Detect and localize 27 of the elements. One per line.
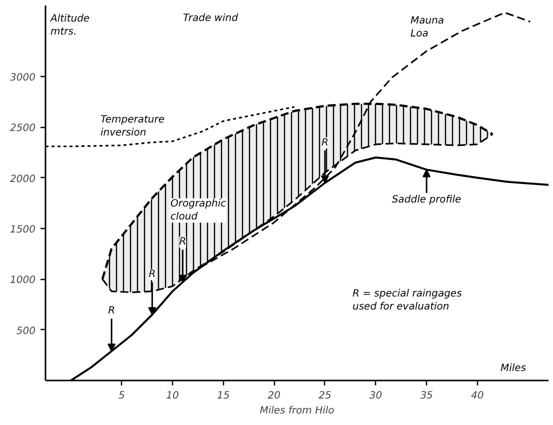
- x-tick-label: 10: [166, 390, 179, 402]
- y-tick-label: 1500: [10, 224, 36, 236]
- annotation: Orographic cloud: [170, 198, 227, 223]
- annotation: R: [108, 306, 116, 317]
- annotation: Saddle profile: [392, 194, 462, 206]
- x-tick-label: 5: [118, 390, 125, 402]
- x-tick-label: 25: [318, 390, 332, 402]
- y-tick-label: 2500: [10, 123, 36, 134]
- x-tick-label: 40: [471, 390, 484, 402]
- y-axis-title: Altitude mtrs.: [50, 13, 90, 38]
- x-tick-label: 20: [268, 390, 281, 402]
- x-axis-title: Miles from Hilo: [260, 406, 334, 416]
- y-tick-label: 2000: [10, 174, 36, 185]
- x-tick-label: 35: [420, 390, 433, 402]
- annotation: Trade wind: [183, 13, 239, 24]
- annotation: R: [321, 137, 328, 148]
- y-tick-label: 500: [16, 326, 36, 337]
- y-tick-label: 1000: [10, 275, 36, 286]
- y-tick-label: 3000: [10, 72, 36, 84]
- annotation: R: [179, 236, 186, 248]
- annotation: R = special raingages used for evaluation: [352, 288, 462, 313]
- annotation: Mauna Loa: [410, 15, 444, 40]
- annotation: R: [148, 269, 156, 280]
- annotation: Miles: [500, 363, 526, 374]
- x-tick-label: 30: [369, 390, 382, 402]
- annotation: Temperature inversion: [100, 114, 165, 139]
- x-tick-label: 15: [216, 390, 230, 402]
